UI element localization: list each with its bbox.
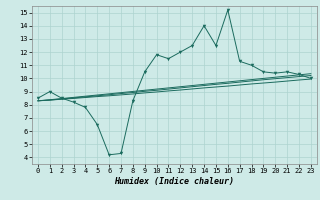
X-axis label: Humidex (Indice chaleur): Humidex (Indice chaleur) — [115, 177, 234, 186]
